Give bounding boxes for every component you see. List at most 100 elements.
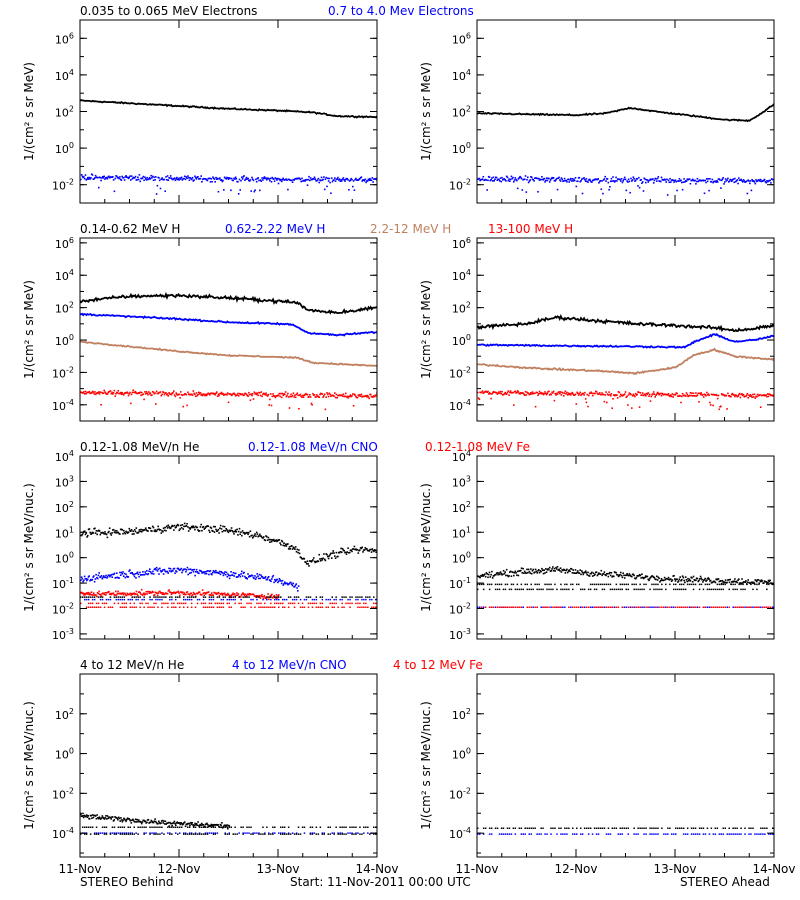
series-point (106, 815, 109, 817)
series-point (82, 392, 84, 394)
series-point (144, 820, 147, 822)
series-point (523, 178, 526, 180)
series-point (745, 394, 748, 397)
series-point (242, 592, 244, 594)
series-2 (477, 347, 774, 376)
series-point (175, 526, 177, 528)
series-point (252, 535, 255, 538)
series-point (761, 580, 764, 582)
series-point (80, 576, 83, 578)
series-point (268, 598, 270, 601)
series-point (763, 178, 766, 181)
series-point (734, 578, 736, 580)
series-point (148, 391, 150, 393)
series-point (234, 178, 236, 180)
series-point (545, 393, 548, 396)
series-point (193, 392, 195, 395)
series-point (275, 539, 277, 541)
series-point (183, 177, 185, 180)
series-point (119, 176, 121, 178)
series-point (263, 176, 266, 178)
series-point (193, 526, 195, 529)
series-point (166, 179, 168, 181)
series-point (686, 580, 689, 583)
series-point (117, 176, 120, 179)
series-point (279, 179, 281, 182)
series-point (672, 396, 674, 398)
series-point (269, 541, 271, 543)
series-point (170, 593, 173, 596)
series-point (535, 570, 538, 573)
series-point (221, 530, 224, 533)
series-point (153, 594, 156, 596)
series-point (80, 534, 83, 537)
series-point (82, 592, 84, 594)
series-point (280, 180, 283, 183)
series-point (309, 394, 311, 396)
series-point (505, 568, 508, 571)
series-point (106, 577, 108, 579)
series-point (583, 177, 585, 179)
series-point (257, 394, 259, 397)
series-point (357, 552, 360, 554)
series-point (186, 823, 188, 826)
series-point (341, 551, 343, 553)
series-point (223, 529, 225, 532)
series-point (748, 394, 750, 396)
series-point (251, 394, 253, 397)
series-point (315, 396, 317, 398)
series-point (83, 530, 85, 533)
series-point (144, 178, 147, 180)
series-point (370, 551, 373, 553)
series-point (163, 529, 166, 532)
series-point (128, 570, 130, 572)
series-point (612, 176, 614, 178)
series-point (543, 569, 545, 571)
series-point (671, 579, 674, 581)
series-point (226, 594, 228, 597)
series-point (132, 530, 134, 533)
series-point (237, 530, 240, 533)
series-point (570, 394, 572, 396)
series-point (111, 576, 113, 578)
series-point (241, 534, 243, 537)
series-point (130, 529, 133, 531)
series-point (328, 177, 331, 180)
series-point (677, 180, 680, 182)
series-point (524, 390, 527, 393)
series-point (190, 823, 193, 826)
series-point (148, 178, 150, 180)
series-point (195, 823, 198, 825)
series-point (287, 396, 290, 398)
series-point (614, 180, 617, 182)
series-point (86, 578, 89, 580)
series-point (268, 404, 270, 406)
series-point (646, 179, 649, 181)
series-point (608, 391, 610, 393)
series-point (290, 581, 292, 584)
series-point (330, 552, 332, 555)
series-point (168, 589, 170, 591)
series-point (230, 527, 233, 529)
series-point (123, 179, 126, 181)
series-point (728, 581, 731, 584)
series-point (560, 177, 563, 179)
series-point (652, 178, 654, 180)
series-point (233, 575, 235, 577)
series-point (481, 178, 484, 180)
series-point (251, 574, 254, 577)
series-point (256, 392, 259, 394)
series-point (298, 394, 301, 397)
series-point (505, 180, 507, 182)
series-point (724, 178, 727, 180)
series-point (221, 572, 224, 574)
series-point (699, 578, 701, 580)
y-tick-label: 104 (452, 68, 471, 83)
series-point (530, 393, 533, 395)
series-point (631, 179, 634, 181)
series-point (595, 391, 598, 393)
series-point (116, 175, 118, 178)
series-point (155, 390, 158, 393)
series-point (737, 182, 739, 185)
series-point (230, 189, 232, 192)
